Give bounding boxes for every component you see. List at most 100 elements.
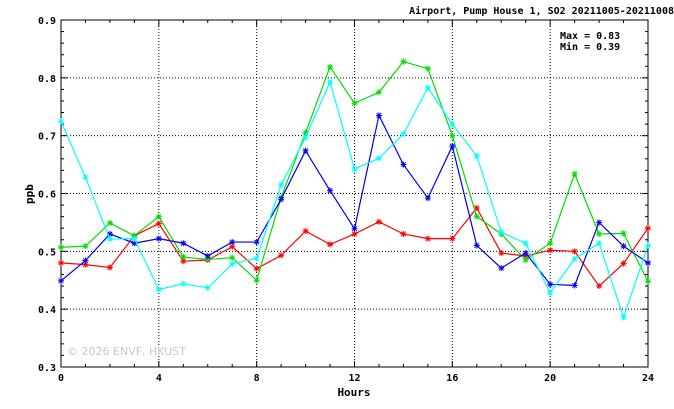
- series-line: [60, 206, 649, 287]
- data-point: [424, 65, 431, 72]
- x-tick-label: 12: [348, 373, 360, 384]
- data-point: [327, 78, 334, 85]
- data-point: [547, 281, 554, 288]
- data-point: [302, 228, 309, 235]
- data-point: [155, 235, 162, 242]
- x-tick-label: 20: [544, 373, 556, 384]
- data-point: [180, 240, 187, 247]
- data-point: [400, 130, 407, 137]
- data-point: [571, 282, 578, 289]
- data-point: [596, 283, 603, 290]
- y-tick-label: 0.7: [38, 132, 56, 143]
- data-point: [155, 220, 162, 227]
- data-point: [596, 240, 603, 247]
- data-point: [522, 240, 529, 247]
- data-point: [82, 257, 89, 264]
- series-group: [58, 58, 651, 321]
- data-point: [204, 284, 211, 291]
- chart-title: Airport, Pump House 1, SO2 20211005-2021…: [409, 5, 674, 17]
- data-point: [571, 170, 578, 177]
- data-point: [596, 230, 603, 237]
- data-point: [106, 219, 113, 226]
- data-point: [473, 213, 480, 220]
- y-tick-label: 0.6: [38, 190, 56, 201]
- data-point: [375, 218, 382, 225]
- data-point: [278, 252, 285, 259]
- x-tick-label: 4: [156, 373, 162, 384]
- data-point: [253, 265, 260, 272]
- series-3: [58, 78, 651, 321]
- data-point: [620, 260, 627, 267]
- data-point: [58, 259, 64, 266]
- data-point: [473, 242, 480, 249]
- data-point: [522, 250, 529, 257]
- data-point: [180, 254, 187, 261]
- y-tick-label: 0.9: [38, 16, 56, 27]
- data-point: [253, 277, 260, 284]
- data-point: [547, 240, 554, 247]
- min-annotation: Min = 0.39: [560, 41, 620, 53]
- data-point: [155, 286, 162, 293]
- data-point: [449, 235, 456, 242]
- data-point: [82, 261, 89, 268]
- data-point: [253, 255, 260, 262]
- x-tick-label: 0: [58, 373, 64, 384]
- data-point: [449, 132, 456, 139]
- data-point: [424, 235, 431, 242]
- data-point: [449, 121, 456, 128]
- data-point: [155, 213, 162, 220]
- x-tick-label: 24: [642, 373, 654, 384]
- data-point: [424, 195, 431, 202]
- data-point: [449, 143, 456, 150]
- x-axis-label: Hours: [337, 386, 370, 399]
- data-point: [58, 244, 64, 251]
- data-point: [82, 174, 89, 181]
- data-point: [645, 225, 651, 232]
- data-point: [473, 152, 480, 159]
- data-point: [351, 225, 358, 232]
- data-point: [620, 314, 627, 321]
- data-point: [302, 134, 309, 141]
- data-point: [547, 247, 554, 254]
- x-tick-label: 8: [254, 373, 260, 384]
- data-point: [351, 100, 358, 107]
- data-point: [58, 277, 64, 284]
- data-point: [645, 259, 651, 266]
- data-point: [620, 243, 627, 250]
- data-point: [58, 118, 64, 125]
- data-point: [278, 196, 285, 203]
- x-tick-label: 16: [446, 373, 458, 384]
- data-point: [400, 161, 407, 168]
- data-point: [498, 265, 505, 272]
- grid-lines: [60, 19, 649, 368]
- data-point: [229, 261, 236, 268]
- plot-frame: [60, 19, 649, 368]
- data-point: [571, 248, 578, 255]
- data-point: [375, 112, 382, 119]
- series-1: [58, 58, 651, 285]
- data-point: [82, 243, 89, 250]
- data-point: [400, 230, 407, 237]
- x-tick-labels: 0 4 8 12 16 20 24: [58, 373, 654, 384]
- data-point: [424, 84, 431, 91]
- data-point: [498, 229, 505, 236]
- data-point: [645, 242, 651, 249]
- y-tick-label: 0.5: [38, 247, 56, 258]
- data-point: [131, 235, 138, 242]
- data-point: [375, 155, 382, 162]
- max-annotation: Max = 0.83: [560, 31, 620, 42]
- y-axis-label: ppb: [23, 184, 36, 204]
- y-tick-label: 0.3: [38, 363, 56, 374]
- y-tick-labels: 0.3 0.4 0.5 0.6 0.7 0.8 0.9: [38, 16, 56, 374]
- data-point: [547, 289, 554, 296]
- data-point: [180, 280, 187, 287]
- data-point: [327, 63, 334, 70]
- data-point: [253, 239, 260, 246]
- data-point: [596, 219, 603, 226]
- data-point: [645, 278, 651, 285]
- data-point: [229, 239, 236, 246]
- data-point: [571, 255, 578, 262]
- data-point: [400, 58, 407, 65]
- data-point: [106, 236, 113, 243]
